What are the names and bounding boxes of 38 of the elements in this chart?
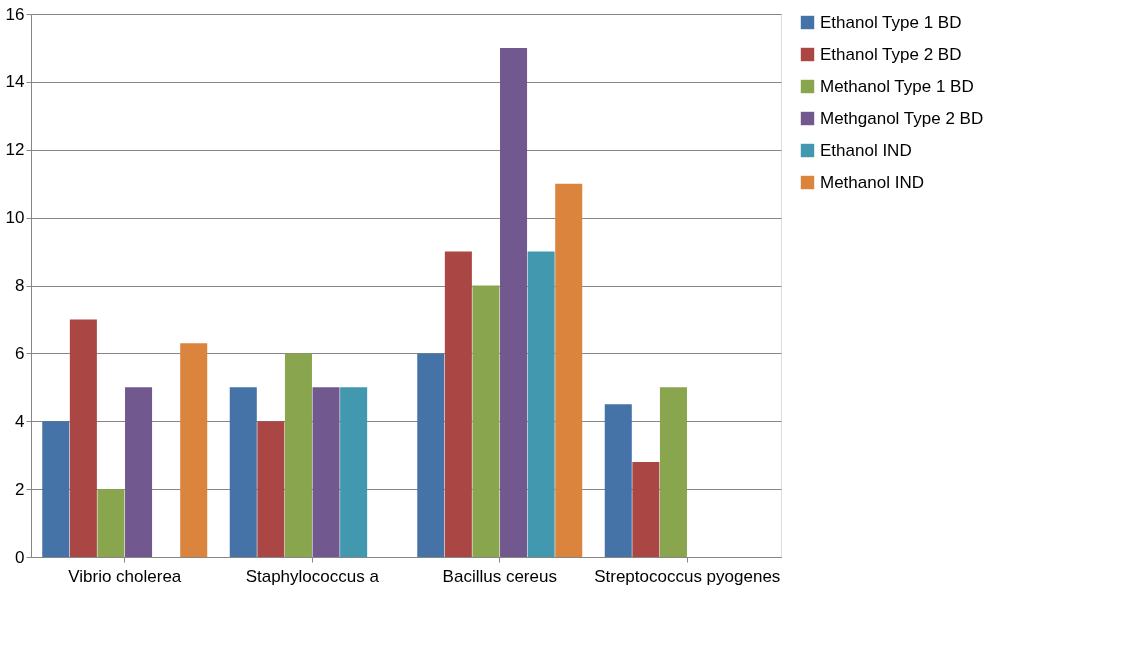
legend-label: Ethanol Type 2 BD — [820, 44, 962, 64]
y-tick-label: 4 — [15, 411, 25, 431]
y-tick-label: 8 — [15, 276, 25, 295]
bar — [527, 251, 555, 557]
x-tick-label: Streptococcus pyogenes — [594, 566, 781, 586]
x-tick-label: Staphylococcus a — [245, 566, 380, 586]
bar — [69, 319, 97, 557]
bar — [417, 353, 445, 557]
y-tick-label: 14 — [5, 72, 25, 92]
bar — [42, 421, 70, 557]
bar — [257, 421, 285, 557]
y-tick-label: 6 — [15, 343, 25, 363]
bar — [555, 183, 583, 557]
y-tick-label: 16 — [5, 4, 25, 24]
y-tick-label: 12 — [5, 140, 25, 160]
legend-label: Ethanol Type 1 BD — [820, 12, 962, 32]
bar — [125, 387, 153, 557]
bar — [659, 387, 687, 557]
bar — [340, 387, 368, 557]
y-tick-label: 10 — [5, 208, 25, 228]
bar — [180, 343, 208, 557]
legend-label: Methanol IND — [820, 172, 924, 192]
bar — [632, 461, 660, 557]
bar — [444, 251, 472, 557]
legend-label: Methanol Type 1 BD — [820, 76, 974, 96]
y-tick-label: 0 — [15, 547, 25, 567]
bar — [472, 285, 500, 557]
x-tick-label: Bacillus cereus — [442, 566, 557, 586]
x-tick-label: Vibrio cholerea — [68, 566, 182, 586]
bar — [97, 489, 125, 557]
bar — [500, 47, 528, 557]
bar — [284, 353, 312, 557]
bar — [604, 404, 632, 557]
bar — [312, 387, 340, 557]
y-tick-label: 2 — [15, 479, 25, 499]
legend-label: Ethanol IND — [820, 140, 912, 160]
bar — [229, 387, 257, 557]
legend-label: Methganol Type 2 BD — [820, 108, 984, 128]
